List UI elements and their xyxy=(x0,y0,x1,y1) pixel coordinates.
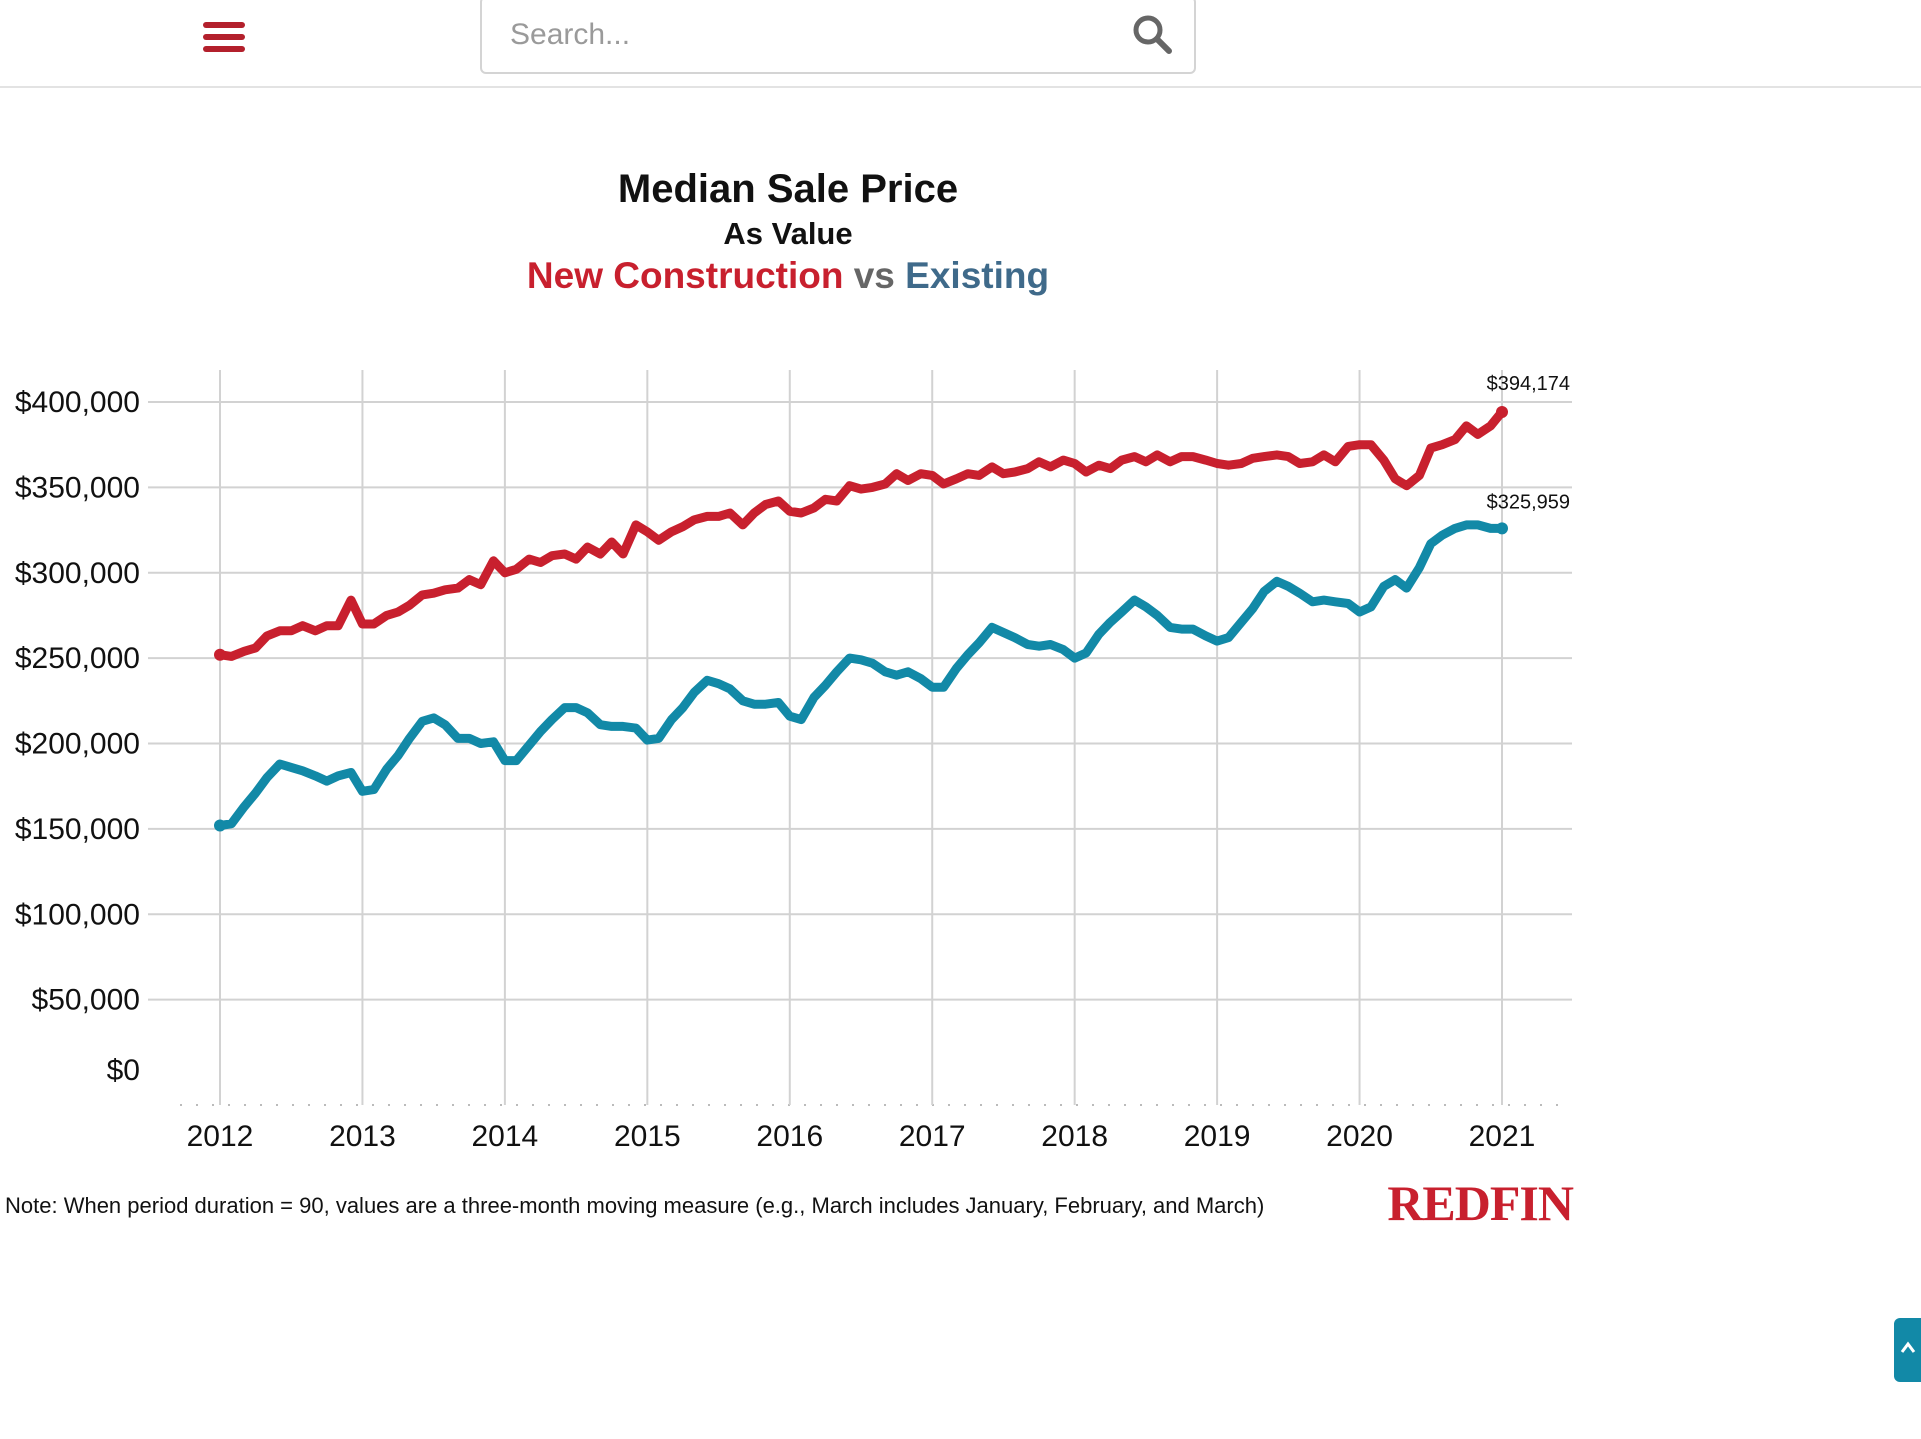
series-start-point xyxy=(214,819,226,832)
redfin-logo: REDFIN xyxy=(1387,1175,1574,1231)
x-tick-label: 2015 xyxy=(614,1120,681,1153)
chart-subtitle: As Value xyxy=(723,216,852,251)
legend-vs: vs xyxy=(843,255,905,296)
x-tick-label: 2014 xyxy=(472,1120,539,1153)
y-tick-label: $300,000 xyxy=(15,557,140,590)
search-box xyxy=(480,0,1196,74)
x-tick-label: 2016 xyxy=(756,1120,823,1153)
chevron-up-icon xyxy=(1900,1341,1916,1353)
x-tick-label: 2013 xyxy=(329,1120,396,1153)
legend-new-construction: New Construction xyxy=(527,255,844,296)
series-layer xyxy=(214,405,1508,832)
series-end-point xyxy=(1496,522,1508,535)
x-tick-label: 2020 xyxy=(1326,1120,1393,1153)
chart-note: Note: When period duration = 90, values … xyxy=(5,1193,1264,1218)
search-icon[interactable] xyxy=(1128,10,1176,58)
menu-line xyxy=(203,34,245,40)
y-tick-label: $0 xyxy=(107,1054,140,1087)
existing-line xyxy=(215,520,1507,830)
series-start-point xyxy=(214,648,226,661)
y-tick-label: $50,000 xyxy=(32,984,140,1017)
series-end-point xyxy=(1496,405,1508,418)
end-labels: $394,174 $325,959 xyxy=(1487,373,1570,513)
chart-legend-title: New Construction vs Existing xyxy=(527,255,1049,296)
y-axis: $0 $50,000 $100,000 $150,000 $200,000 $250,00… xyxy=(15,386,140,1087)
chart-title: Median Sale Price xyxy=(618,167,958,211)
chart-grid xyxy=(148,370,1572,1106)
menu-line xyxy=(203,22,245,28)
x-tick-label: 2018 xyxy=(1041,1120,1108,1153)
y-tick-label: $400,000 xyxy=(15,386,140,419)
series-end-value-label: $325,959 xyxy=(1487,491,1570,513)
y-tick-label: $350,000 xyxy=(15,471,140,504)
x-axis: 2012 2013 2014 2015 2016 2017 2018 2019 2020 2021 xyxy=(187,1120,1536,1153)
y-tick-label: $150,000 xyxy=(15,813,140,846)
series-end-value-label: $394,174 xyxy=(1487,373,1570,395)
legend-existing: Existing xyxy=(905,255,1049,296)
search-input[interactable] xyxy=(508,12,1092,58)
x-tick-label: 2019 xyxy=(1184,1120,1251,1153)
scroll-to-top-button[interactable] xyxy=(1894,1318,1921,1382)
y-tick-label: $200,000 xyxy=(15,728,140,761)
x-tick-label: 2012 xyxy=(187,1120,254,1153)
median-sale-price-chart: Median Sale Price As Value New Construct… xyxy=(5,167,1575,1231)
x-tick-label: 2021 xyxy=(1469,1120,1536,1153)
top-navigation-bar xyxy=(0,0,1921,88)
new-construction-line xyxy=(215,407,1507,661)
y-tick-label: $250,000 xyxy=(15,642,140,675)
menu-line xyxy=(203,46,245,52)
x-tick-label: 2017 xyxy=(899,1120,966,1153)
hamburger-menu-icon[interactable] xyxy=(196,14,252,60)
y-tick-label: $100,000 xyxy=(15,898,140,931)
